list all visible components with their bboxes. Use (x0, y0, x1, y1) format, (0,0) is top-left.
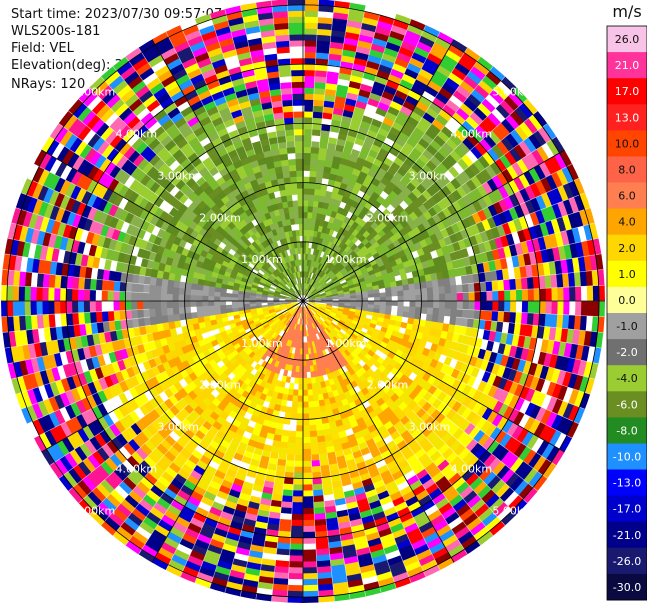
range-ring-label: 3.00km (157, 421, 199, 434)
colorbar-tick-label: 26.0 (615, 33, 640, 46)
colorbar-segment (607, 286, 647, 314)
colorbar-segment (607, 156, 647, 184)
azimuth-spokes (1, 0, 605, 603)
range-ring-label: 1.00km (325, 337, 367, 350)
range-ring-labels: 1.00km 1.00km 1.00km 1.00km 2.00km 2.00km 2.00… (74, 86, 534, 518)
colorbar-segment (607, 443, 647, 471)
colorbar-segment (607, 573, 647, 601)
azimuth-spoke (151, 39, 304, 302)
colorbar-segment (607, 26, 647, 53)
azimuth-spoke (41, 149, 304, 302)
colorbar-segment (607, 208, 647, 236)
colorbar-tick-label: -26.0 (613, 555, 641, 568)
colorbar-segment (607, 52, 647, 79)
colorbar-tick-label: 13.0 (615, 111, 640, 124)
range-ring-label: 4.00km (116, 128, 158, 141)
range-ring-label: 3.00km (409, 169, 451, 182)
azimuth-spoke (302, 300, 565, 453)
range-ring-label: 3.00km (409, 421, 451, 434)
range-ring-label: 1.00km (325, 253, 367, 266)
ppi-gates (1, 0, 605, 603)
range-ring-label: 2.00km (199, 211, 241, 224)
colorbar-segment (607, 260, 647, 288)
colorbar-tick-label: 6.0 (618, 190, 636, 203)
range-ring-label: 3.00km (157, 169, 199, 182)
colorbar-segment (607, 495, 647, 523)
colorbar-tick-label: -4.0 (616, 372, 637, 385)
colorbar-tick-label: -6.0 (616, 398, 637, 411)
azimuth-spoke (302, 149, 565, 302)
colorbar-tick-label: -2.0 (616, 346, 637, 359)
azimuth-spoke (302, 300, 455, 563)
range-ring-label: 5.00km (492, 504, 534, 517)
colorbar-tick-label: -10.0 (613, 451, 641, 464)
colorbar-segment (607, 78, 647, 105)
colorbar-tick-label: 1.0 (618, 268, 636, 281)
colorbar-tick-label: -21.0 (613, 529, 641, 542)
range-ring-label: 1.00km (241, 253, 283, 266)
colorbar-tick-label: 8.0 (618, 164, 636, 177)
colorbar-segment (607, 417, 647, 444)
colorbar-segment (607, 365, 647, 392)
range-ring-label: 4.00km (451, 128, 493, 141)
colorbar-segment (607, 234, 647, 262)
range-ring-label: 4.00km (116, 463, 158, 476)
colorbar-segment (607, 339, 647, 366)
instrument-label: WLS200s-181 (11, 24, 101, 39)
range-ring-label: 5.00km (74, 504, 116, 517)
azimuth-spoke (302, 39, 455, 302)
colorbar-tick-label: -8.0 (616, 424, 637, 437)
colorbar-tick-label: -13.0 (613, 477, 641, 490)
range-ring-label: 4.00km (451, 463, 493, 476)
range-ring-label: 1.00km (241, 337, 283, 350)
field-label: Field: VEL (11, 41, 74, 56)
start-time-label: Start time: 2023/07/30 09:57:07 (11, 7, 223, 22)
range-ring-label: 2.00km (367, 211, 409, 224)
range-ring-label: 5.00km (492, 86, 534, 99)
colorbar-segment (607, 391, 647, 418)
colorbar-segment (607, 313, 647, 340)
azimuth-spoke (151, 300, 304, 563)
range-ring-label: 2.00km (367, 379, 409, 392)
azimuth-spoke (41, 300, 304, 453)
nrays-label: NRays: 120 (11, 77, 86, 92)
colorbar-tick-label: 2.0 (618, 242, 636, 255)
colorbar-tick-label: 4.0 (618, 216, 636, 229)
colorbar-segment (607, 104, 647, 131)
colorbar-tick-label: 17.0 (615, 85, 640, 98)
colorbar-tick-label: 10.0 (615, 137, 640, 150)
colorbar-tick-label: -1.0 (616, 320, 637, 333)
colorbar-unit: m/s (612, 2, 641, 21)
colorbar-segment (607, 521, 647, 549)
colorbar-tick-label: -17.0 (613, 503, 641, 516)
range-ring-label: 5.00km (74, 86, 116, 99)
colorbar-segment (607, 469, 647, 497)
range-ring-label: 2.00km (199, 379, 241, 392)
colorbar-tick-label: 0.0 (618, 294, 636, 307)
colorbar-tick-label: 21.0 (615, 59, 640, 72)
colorbar-segment (607, 182, 647, 210)
colorbar-segment (607, 130, 647, 157)
colorbar-segment (607, 547, 647, 575)
colorbar-tick-label: -30.0 (613, 581, 641, 594)
